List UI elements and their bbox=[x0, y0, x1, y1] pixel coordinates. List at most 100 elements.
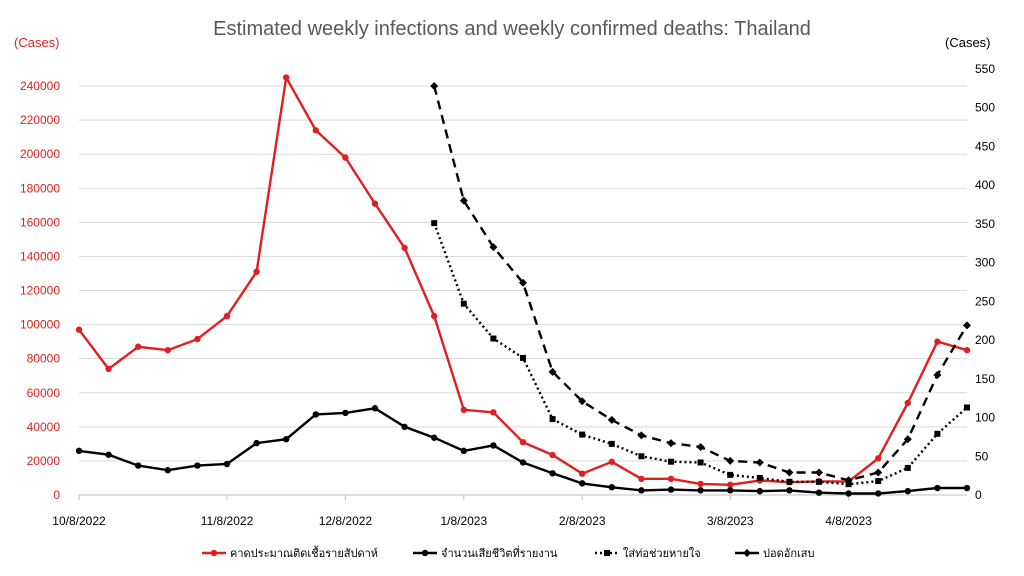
right-tick-label: 350 bbox=[975, 217, 995, 231]
data-point bbox=[604, 550, 610, 556]
series-4 bbox=[430, 82, 971, 485]
data-point bbox=[963, 321, 971, 330]
data-point bbox=[460, 447, 467, 455]
data-point bbox=[608, 484, 615, 491]
data-point bbox=[549, 470, 556, 477]
data-point bbox=[579, 470, 586, 477]
right-tick-label: 300 bbox=[975, 256, 995, 270]
data-point bbox=[210, 549, 218, 557]
legend-label: ใส่ท่อช่วยหายใจ bbox=[623, 547, 701, 560]
chart-title: Estimated weekly infections and weekly c… bbox=[213, 18, 811, 40]
data-point bbox=[371, 200, 379, 207]
data-point bbox=[727, 487, 734, 494]
data-point bbox=[460, 300, 467, 307]
series-line bbox=[433, 85, 969, 482]
data-point bbox=[312, 127, 319, 134]
left-tick-label: 20000 bbox=[27, 454, 61, 468]
data-point bbox=[904, 464, 911, 471]
data-point bbox=[223, 460, 231, 468]
right-tick-label: 100 bbox=[975, 411, 995, 425]
data-point bbox=[431, 434, 438, 441]
data-point bbox=[786, 487, 793, 494]
data-point bbox=[875, 478, 882, 485]
series-3 bbox=[431, 220, 970, 488]
data-point bbox=[549, 451, 556, 459]
left-tick-label: 40000 bbox=[27, 420, 61, 434]
data-point bbox=[75, 447, 83, 455]
left-tick-label: 180000 bbox=[20, 181, 60, 195]
data-point bbox=[342, 409, 349, 417]
data-point bbox=[934, 338, 941, 345]
data-point bbox=[223, 312, 231, 320]
data-point bbox=[845, 490, 852, 497]
data-point bbox=[105, 451, 112, 458]
data-point bbox=[75, 326, 83, 333]
x-tick-label: 11/8/2022 bbox=[201, 514, 254, 528]
data-point bbox=[490, 442, 497, 449]
legend-item: ใส่ท่อช่วยหายใจ bbox=[595, 547, 701, 560]
data-point bbox=[459, 196, 468, 205]
data-point bbox=[934, 484, 941, 492]
data-point bbox=[253, 439, 260, 447]
left-tick-label: 0 bbox=[53, 488, 60, 502]
data-point bbox=[283, 74, 290, 81]
data-point bbox=[421, 549, 429, 557]
data-point bbox=[743, 549, 751, 557]
data-point bbox=[964, 404, 970, 411]
data-point bbox=[608, 440, 615, 447]
data-point bbox=[342, 154, 349, 161]
left-tick-label: 220000 bbox=[20, 113, 60, 127]
data-point bbox=[105, 365, 112, 373]
right-tick-label: 50 bbox=[975, 449, 989, 463]
data-point bbox=[520, 354, 526, 361]
data-point bbox=[785, 468, 794, 477]
data-point bbox=[135, 462, 142, 469]
left-tick-label: 100000 bbox=[20, 318, 60, 332]
data-point bbox=[371, 405, 379, 412]
axes: 0 20000 40000 60000 80000 100000 120000 140000 1… bbox=[20, 62, 995, 528]
data-point bbox=[312, 411, 319, 418]
data-point bbox=[549, 416, 556, 423]
data-point bbox=[903, 435, 912, 444]
data-point bbox=[401, 244, 408, 252]
x-tick-label: 4/8/2023 bbox=[825, 514, 872, 528]
right-tick-label: 0 bbox=[975, 488, 982, 502]
data-point bbox=[727, 471, 734, 478]
data-point bbox=[933, 370, 942, 379]
right-tick-label: 200 bbox=[975, 333, 995, 347]
left-tick-label: 80000 bbox=[27, 352, 61, 366]
data-point bbox=[756, 487, 763, 495]
x-tick-label: 10/8/2022 bbox=[52, 514, 106, 528]
data-point bbox=[431, 312, 438, 320]
legend: คาดประมาณติดเชื้อรายสัปดาห์ จำนวนเสียชีวิ… bbox=[202, 545, 814, 560]
data-point bbox=[667, 475, 675, 483]
data-point bbox=[194, 462, 201, 469]
data-point bbox=[519, 459, 527, 466]
left-tick-label: 160000 bbox=[20, 215, 60, 229]
data-point bbox=[697, 487, 704, 494]
right-tick-label: 150 bbox=[975, 372, 995, 386]
data-point bbox=[786, 478, 793, 485]
right-tick-label: 400 bbox=[975, 178, 995, 192]
data-point bbox=[519, 278, 527, 287]
data-point bbox=[579, 480, 586, 487]
data-point bbox=[548, 367, 557, 376]
legend-label: คาดประมาณติดเชื้อรายสัปดาห์ bbox=[230, 545, 378, 560]
data-point bbox=[164, 346, 171, 354]
data-point bbox=[638, 475, 645, 483]
x-tick-label: 3/8/2023 bbox=[707, 514, 754, 528]
data-point bbox=[934, 430, 941, 437]
data-point bbox=[904, 399, 911, 407]
data-point bbox=[638, 453, 645, 460]
data-point bbox=[667, 439, 675, 448]
left-tick-label: 140000 bbox=[20, 249, 60, 263]
data-point bbox=[726, 456, 735, 465]
data-point bbox=[135, 343, 142, 350]
data-point bbox=[874, 468, 883, 477]
legend-item: ปอดอักเสบ bbox=[735, 548, 814, 560]
data-point bbox=[815, 468, 823, 477]
right-tick-label: 250 bbox=[975, 294, 995, 308]
x-tick-label: 1/8/2023 bbox=[440, 514, 487, 528]
right-tick-label: 450 bbox=[975, 139, 995, 153]
